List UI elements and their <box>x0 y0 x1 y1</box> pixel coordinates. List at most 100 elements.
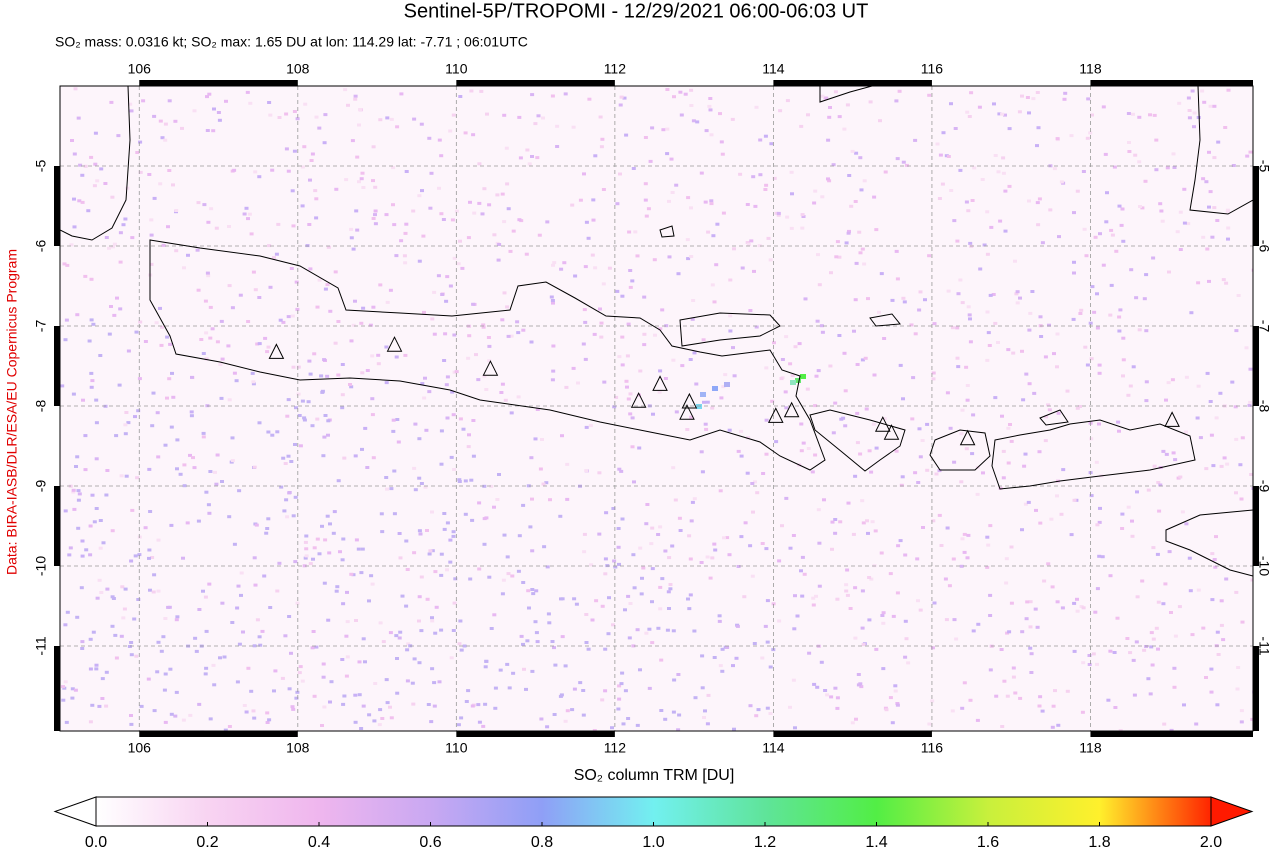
noise-pixel <box>458 417 463 421</box>
noise-pixel <box>975 492 980 496</box>
noise-pixel <box>497 243 502 246</box>
coastlines <box>60 86 1253 577</box>
noise-pixel <box>843 424 848 428</box>
noise-pixel <box>297 414 302 417</box>
noise-pixel <box>74 465 78 468</box>
noise-pixel <box>517 534 522 538</box>
noise-pixel <box>317 126 322 130</box>
noise-pixel <box>535 408 540 411</box>
noise-pixel <box>848 607 853 610</box>
noise-pixel <box>1033 607 1038 611</box>
noise-pixel <box>373 213 377 217</box>
noise-pixel <box>417 476 422 480</box>
noise-pixel <box>1027 111 1031 115</box>
noise-pixel <box>749 239 754 243</box>
noise-pixel <box>718 112 722 116</box>
noise-pixel <box>740 266 745 270</box>
noise-pixel <box>257 421 262 425</box>
noise-pixel <box>572 687 577 691</box>
noise-pixel <box>227 398 232 402</box>
noise-pixel <box>708 576 713 580</box>
noise-pixel <box>628 602 633 605</box>
noise-pixel <box>227 225 231 228</box>
noise-pixel <box>471 133 476 137</box>
noise-pixel <box>894 99 899 103</box>
noise-pixel <box>353 454 358 458</box>
noise-pixel <box>351 573 356 577</box>
noise-pixel <box>1027 382 1032 386</box>
noise-pixel <box>445 521 450 525</box>
noise-pixel <box>890 298 895 302</box>
volcano-marker <box>783 401 800 418</box>
noise-pixel <box>524 687 528 691</box>
noise-pixel <box>345 655 350 659</box>
noise-pixel <box>861 521 866 525</box>
noise-pixel <box>703 709 707 713</box>
noise-pixel <box>458 619 463 623</box>
noise-pixel <box>116 134 121 138</box>
noise-pixel <box>968 340 973 344</box>
noise-pixel <box>147 467 152 471</box>
noise-pixel <box>1021 398 1026 402</box>
noise-pixel <box>704 427 709 431</box>
noise-pixel <box>457 478 462 482</box>
noise-pixel <box>1028 625 1033 629</box>
noise-pixel <box>471 302 476 306</box>
noise-pixel <box>709 199 714 203</box>
noise-pixel <box>1002 679 1007 683</box>
noise-pixel <box>101 541 106 545</box>
noise-pixel <box>545 725 550 729</box>
noise-pixel <box>363 660 367 664</box>
noise-pixel <box>341 537 346 541</box>
noise-pixel <box>112 242 117 246</box>
noise-pixel <box>1000 414 1004 418</box>
noise-pixel <box>1062 97 1067 101</box>
noise-pixel <box>70 139 74 142</box>
noise-pixel <box>686 597 690 601</box>
noise-pixel <box>826 138 831 142</box>
noise-pixel <box>757 244 762 248</box>
colorbar-tick-label: 1.0 <box>642 834 664 851</box>
noise-pixel <box>477 201 482 205</box>
noise-pixel <box>290 189 295 193</box>
noise-pixel <box>146 677 151 681</box>
noise-pixel <box>956 365 961 369</box>
noise-pixel <box>489 627 494 630</box>
noise-pixel <box>901 397 905 401</box>
noise-pixel <box>982 243 987 247</box>
noise-pixel <box>70 687 75 691</box>
noise-pixel <box>357 123 361 127</box>
noise-pixel <box>98 519 103 522</box>
noise-pixel <box>764 366 769 370</box>
noise-pixel <box>874 228 879 232</box>
noise-pixel <box>813 189 818 193</box>
noise-pixel <box>530 588 535 591</box>
noise-pixel <box>598 307 602 311</box>
noise-pixel <box>1029 652 1034 656</box>
noise-pixel <box>624 379 629 383</box>
noise-pixel <box>295 601 300 605</box>
noise-pixel <box>411 209 416 213</box>
noise-pixel <box>197 702 202 706</box>
noise-pixel <box>517 218 522 222</box>
noise-pixel <box>1075 406 1080 410</box>
noise-pixel <box>835 240 840 244</box>
noise-pixel <box>71 392 76 396</box>
x-tick-label: 116 <box>921 61 944 77</box>
noise-pixel <box>853 636 858 640</box>
noise-pixel <box>1000 112 1005 116</box>
noise-pixel <box>1018 696 1023 700</box>
noise-pixel <box>955 326 960 330</box>
noise-pixel <box>307 359 312 363</box>
noise-pixel <box>620 294 625 298</box>
noise-pixel <box>530 497 534 501</box>
noise-pixel <box>630 445 635 449</box>
noise-pixel <box>322 141 327 145</box>
noise-pixel <box>482 542 487 546</box>
noise-pixel <box>154 321 159 325</box>
noise-pixel <box>581 689 586 692</box>
noise-pixel <box>428 549 433 553</box>
noise-pixel <box>204 490 209 494</box>
noise-pixel <box>432 681 437 685</box>
noise-pixel <box>777 619 782 623</box>
